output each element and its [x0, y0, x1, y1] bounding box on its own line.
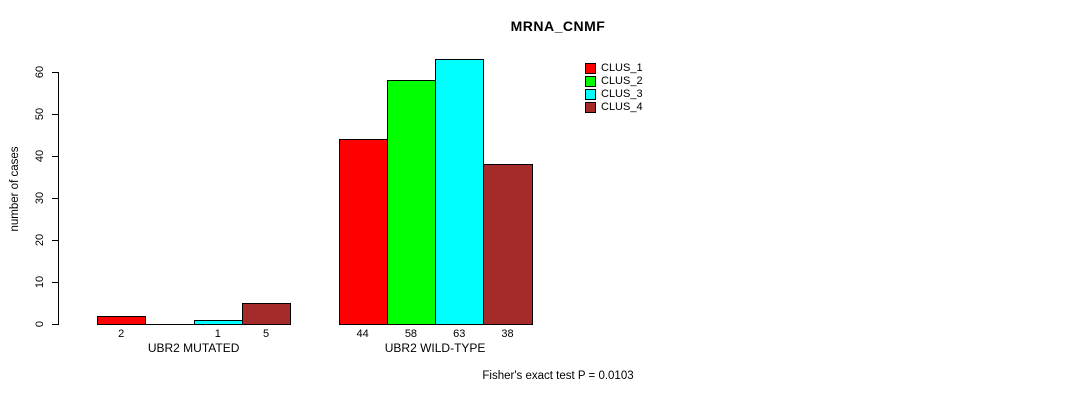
bar-value-label: 63: [453, 328, 466, 340]
bar-value-label: 44: [356, 328, 369, 340]
y-tick-mark: [52, 282, 58, 283]
legend-item-clus_1: CLUS_1: [585, 62, 643, 75]
legend: CLUS_1 CLUS_2 CLUS_3 CLUS_4: [585, 62, 643, 114]
bar-clus_1-1: [97, 316, 147, 325]
y-tick-label: 20: [34, 233, 46, 247]
y-tick-mark: [52, 114, 58, 115]
bar-clus_2-1: [145, 324, 195, 325]
bar-clus_3-1: [193, 320, 243, 325]
bar-value-label: 38: [501, 328, 514, 340]
legend-swatch-icon: [585, 102, 596, 113]
legend-label: CLUS_4: [601, 101, 643, 113]
stat-annotation: Fisher's exact test P = 0.0103: [482, 370, 634, 382]
bar-value-label: 1: [214, 328, 221, 340]
y-tick-label: 0: [34, 320, 46, 328]
y-tick-label: 50: [34, 107, 46, 121]
y-tick-label: 10: [34, 275, 46, 289]
legend-label: CLUS_3: [601, 88, 643, 100]
legend-label: CLUS_1: [601, 62, 643, 74]
legend-swatch-icon: [585, 63, 596, 74]
legend-swatch-icon: [585, 76, 596, 87]
y-axis-title: number of cases: [9, 146, 21, 232]
legend-item-clus_4: CLUS_4: [585, 101, 643, 114]
bar-clus_4-1: [241, 303, 292, 325]
bar-clus_3-2: [435, 59, 485, 325]
bar-clus_2-2: [386, 80, 437, 325]
y-tick-mark: [52, 240, 58, 241]
y-tick-mark: [52, 198, 58, 199]
y-tick-mark: [52, 324, 58, 325]
y-tick-mark: [52, 72, 58, 73]
chart-title: MRNA_CNMF: [510, 18, 606, 34]
legend-swatch-icon: [585, 89, 596, 100]
bar-value-label: 5: [262, 328, 270, 340]
y-tick-label: 60: [34, 65, 46, 79]
legend-label: CLUS_2: [601, 75, 643, 87]
legend-item-clus_3: CLUS_3: [585, 88, 643, 101]
y-axis-line: [58, 72, 59, 325]
x-category-label: UBR2 MUTATED: [147, 341, 240, 355]
y-tick-label: 30: [34, 191, 46, 205]
x-category-label: UBR2 WILD-TYPE: [384, 341, 486, 355]
legend-item-clus_2: CLUS_2: [585, 75, 643, 88]
bar-value-label: 58: [404, 328, 418, 340]
y-tick-label: 40: [34, 149, 46, 163]
bar-clus_1-2: [338, 139, 388, 325]
bar-value-label: 2: [118, 328, 125, 340]
y-tick-mark: [52, 156, 58, 157]
bar-clus_4-2: [483, 164, 533, 325]
